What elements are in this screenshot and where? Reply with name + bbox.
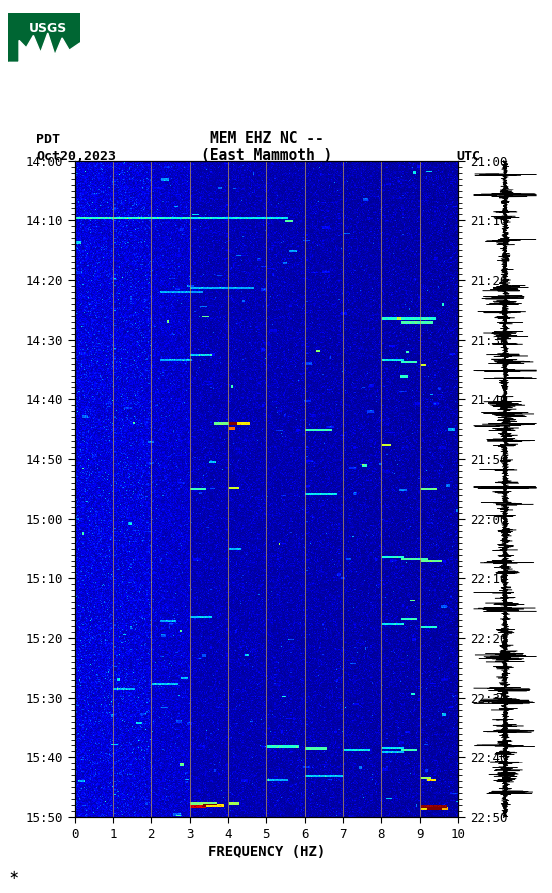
Text: USGS: USGS [29,21,67,35]
Text: $\ast$: $\ast$ [8,869,19,882]
Text: UTC: UTC [457,150,480,163]
Text: PDT: PDT [36,133,60,146]
X-axis label: FREQUENCY (HZ): FREQUENCY (HZ) [208,845,325,859]
Text: Oct20,2023: Oct20,2023 [36,150,116,163]
Text: (East Mammoth ): (East Mammoth ) [201,148,332,163]
Text: MEM EHZ NC --: MEM EHZ NC -- [210,131,323,146]
Polygon shape [8,13,80,63]
Polygon shape [8,33,80,63]
